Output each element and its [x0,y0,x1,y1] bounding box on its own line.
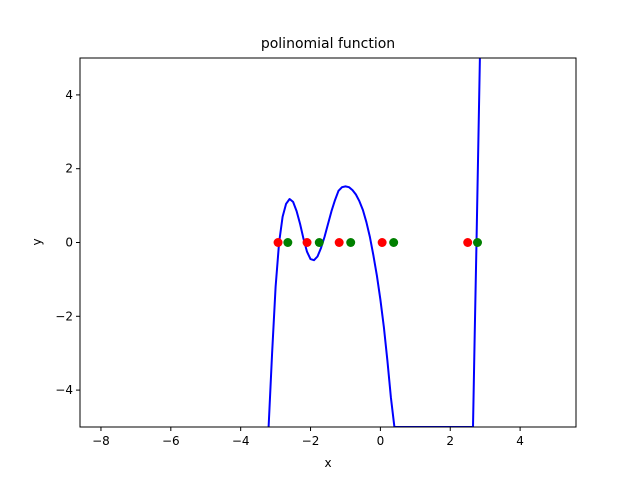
x-tick-label: 0 [377,434,385,448]
x-tick-label: −6 [162,434,180,448]
x-axis-ticks: −8 −6 −4 −2 0 2 4 [92,427,524,448]
scatter-point [377,238,387,247]
y-tick-label: −2 [55,309,73,323]
x-tick-label: −2 [302,434,320,448]
chart-title: polinomial function [261,36,395,52]
y-tick-label: 2 [65,162,73,176]
scatter-point [302,238,312,247]
x-tick-label: 2 [446,434,454,448]
x-axis-label: x [324,456,331,470]
scatter-point [346,238,356,247]
y-tick-label: 4 [65,88,73,102]
x-tick-label: −4 [232,434,250,448]
x-tick-label: 4 [516,434,524,448]
scatter-point [273,238,283,247]
scatter-point [472,238,482,247]
y-tick-label: 0 [65,236,73,250]
polynomial-curve [267,58,481,427]
y-axis-label: y [30,238,44,245]
scatter-point [389,238,399,247]
series-layer [267,58,482,427]
scatter-point [334,238,344,247]
scatter-point [314,238,324,247]
x-tick-label: −8 [92,434,110,448]
y-tick-label: −4 [55,383,73,397]
scatter-point [463,238,473,247]
scatter-point [283,238,293,247]
y-axis-ticks: −4 −2 0 2 4 [55,88,80,397]
